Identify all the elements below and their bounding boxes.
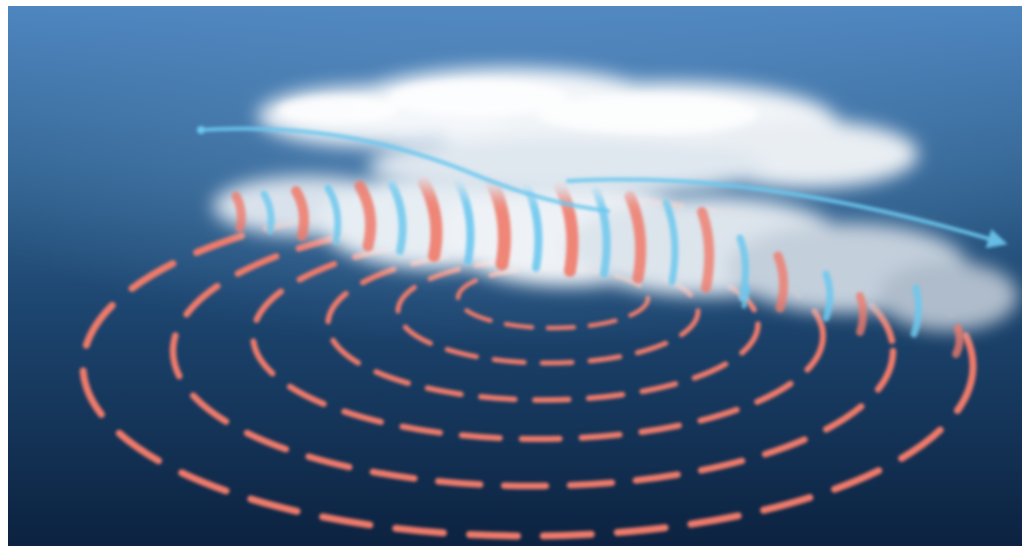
streak-warm [697,207,715,293]
outflow-arrow-tail [197,126,205,134]
streak-warm [856,292,867,336]
outflow-arrow-left [198,126,610,213]
streak-cool [324,184,342,245]
streak-warm [952,324,964,358]
streak-cool [592,186,611,278]
streak-cool [388,180,407,255]
streak-cool [736,234,749,302]
streak-cool [741,285,751,309]
streak-cool [822,270,834,322]
streak-warm [291,186,309,241]
outflow-arrow-right [566,177,1008,249]
streak-warm [231,191,246,233]
streak-cool [260,190,275,235]
streak-warm [624,190,647,284]
streak-warm [354,180,377,252]
cloud-highlights [278,80,758,134]
streak-cool [910,284,923,338]
outflow-arrows [197,126,1008,249]
streak-warm [773,251,788,313]
storm-scene [8,6,1022,546]
scene-frame [8,6,1022,546]
streak-cool [662,198,679,286]
streak-warm [418,176,443,262]
